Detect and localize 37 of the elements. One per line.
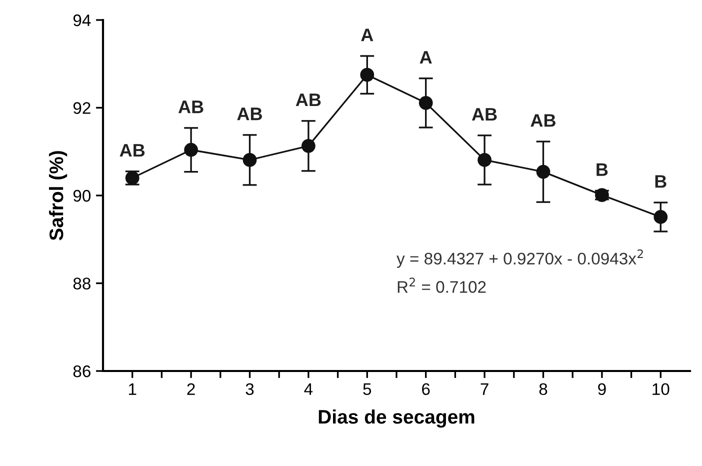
point bbox=[418, 96, 433, 110]
point bbox=[184, 142, 198, 157]
annotation: AB bbox=[178, 100, 204, 114]
x-tick-label: 8 bbox=[539, 383, 548, 396]
y-tick-label: 94 bbox=[73, 14, 91, 26]
annotation: A bbox=[420, 51, 432, 64]
annotation: AB bbox=[237, 108, 262, 120]
x-tick-label: 10 bbox=[652, 383, 670, 396]
x-tick-label: 9 bbox=[598, 383, 606, 396]
point bbox=[536, 164, 550, 179]
annotation: AB bbox=[120, 144, 145, 157]
point bbox=[654, 210, 668, 224]
y-tick-label: 88 bbox=[73, 278, 90, 290]
annotation: A bbox=[361, 28, 374, 42]
x-tick-label: 7 bbox=[480, 383, 488, 395]
annotation: y = 89.4327 + 0.9270x - 0.0943x$^{2}$ bbox=[396, 249, 643, 268]
point bbox=[242, 153, 257, 167]
x-tick-label: 6 bbox=[422, 383, 430, 396]
annotation: B bbox=[655, 175, 666, 188]
point bbox=[302, 138, 316, 153]
x-tick-label: 5 bbox=[363, 383, 372, 396]
x-tick-label: 1 bbox=[128, 383, 136, 395]
x-tick-label: 4 bbox=[304, 383, 313, 395]
point bbox=[360, 68, 374, 82]
y-tick-label: 92 bbox=[73, 102, 90, 114]
annotation: AB bbox=[530, 114, 556, 127]
annotation: B bbox=[596, 163, 608, 176]
x-tick-label: 3 bbox=[246, 383, 254, 396]
y-tick-label: 90 bbox=[73, 190, 91, 202]
y-axis-title: Safrol (%) bbox=[48, 151, 68, 240]
annotation: AB bbox=[296, 94, 321, 106]
y-tick-label: 86 bbox=[73, 365, 90, 378]
point bbox=[478, 153, 492, 167]
x-tick-label: 2 bbox=[187, 383, 195, 395]
annotation: AB bbox=[472, 108, 497, 121]
x-axis-title: Dias de secagem bbox=[318, 409, 474, 428]
annotation: R$^{2}$ = 0.7102 bbox=[398, 278, 486, 293]
